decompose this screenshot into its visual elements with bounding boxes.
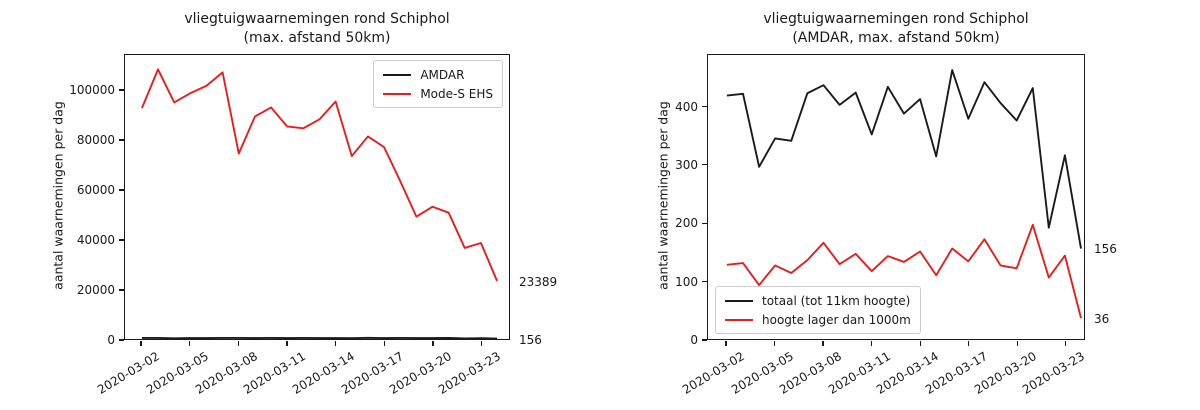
y-tick-label: 400 [675, 99, 698, 114]
x-tick-mark [871, 341, 873, 346]
series-line-amdar [141, 336, 498, 339]
chart-left: vliegtuigwaarnemingen rond Schiphol (max… [0, 0, 583, 410]
x-tick-mark [383, 341, 385, 346]
series-end-value: 23389 [519, 274, 558, 289]
legend: AMDAR Mode-S EHS [373, 60, 503, 108]
chart-title-line1: vliegtuigwaarnemingen rond Schiphol [763, 11, 1029, 27]
legend-item-label: totaal (tot 11km hoogte) [762, 293, 911, 308]
chart-title-line1: vliegtuigwaarnemingen rond Schiphol [184, 11, 450, 27]
series-line-hoogte-lager-dan-1000m [726, 223, 1082, 319]
series-end-value: 36 [1094, 311, 1110, 326]
legend-item-label: Mode-S EHS [420, 86, 493, 101]
legend-line-sample [725, 318, 753, 321]
y-tick-label: 100000 [69, 83, 115, 97]
y-tick-label: 60000 [76, 183, 115, 197]
legend-item: Mode-S EHS [383, 84, 493, 103]
y-tick-mark [118, 339, 124, 341]
x-tick-mark [1016, 341, 1018, 346]
chart-right: vliegtuigwaarnemingen rond Schiphol (AMD… [583, 0, 1200, 410]
x-tick-mark [432, 341, 434, 346]
y-tick-label: 80000 [76, 133, 115, 147]
x-tick-mark [189, 341, 191, 346]
y-tick-mark [701, 105, 707, 108]
legend-item-label: AMDAR [420, 67, 465, 82]
legend-item: hoogte lager dan 1000m [725, 310, 911, 329]
x-tick-mark [1065, 341, 1067, 346]
x-tick-mark [822, 341, 824, 346]
y-tick-label: 200 [675, 216, 698, 231]
y-tick-label: 0 [690, 333, 698, 347]
chart-title-line2: (AMDAR, max. afstand 50km) [792, 30, 1000, 46]
series-line-mode-s-ehs [141, 68, 498, 282]
y-tick-mark [118, 189, 124, 191]
y-tick-mark [118, 289, 124, 291]
series-line-totaal-tot-11km-hoogte [726, 69, 1082, 249]
y-tick-mark [701, 164, 707, 166]
y-tick-mark [118, 89, 124, 91]
x-tick-mark [773, 341, 776, 346]
x-tick-mark [286, 341, 288, 346]
line-series-svg [141, 68, 498, 339]
y-tick-label: 40000 [76, 233, 115, 247]
x-tick-mark [725, 341, 727, 346]
chart-title-line2: (max. afstand 50km) [243, 30, 391, 46]
legend-item-label: hoogte lager dan 1000m [762, 312, 911, 327]
legend-line-sample [383, 92, 412, 95]
y-tick-mark [701, 281, 707, 283]
y-tick-label: 100 [675, 274, 698, 289]
legend-item: totaal (tot 11km hoogte) [725, 291, 911, 310]
y-tick-mark [701, 339, 707, 341]
y-tick-mark [118, 139, 124, 141]
y-tick-label: 0 [107, 333, 115, 347]
line-series-svg [726, 69, 1082, 319]
legend-item: AMDAR [383, 65, 493, 84]
legend-line-sample [383, 73, 412, 76]
x-tick-mark [140, 341, 142, 346]
x-tick-mark [919, 341, 921, 346]
legend: totaal (tot 11km hoogte) hoogte lager dan… [715, 286, 921, 334]
x-tick-mark [968, 341, 970, 346]
y-tick-mark [701, 222, 707, 224]
chart-title: vliegtuigwaarnemingen rond Schiphol (AMD… [707, 10, 1085, 48]
series-end-value: 156 [519, 332, 542, 347]
y-tick-label: 300 [675, 157, 698, 172]
y-tick-mark [118, 239, 124, 241]
x-tick-mark [237, 341, 239, 346]
series-end-value: 156 [1094, 241, 1117, 256]
chart-title: vliegtuigwaarnemingen rond Schiphol (max… [124, 10, 510, 48]
legend-line-sample [725, 299, 753, 302]
x-tick-mark [335, 341, 337, 346]
x-tick-mark [481, 341, 483, 346]
y-tick-label: 20000 [76, 283, 115, 297]
